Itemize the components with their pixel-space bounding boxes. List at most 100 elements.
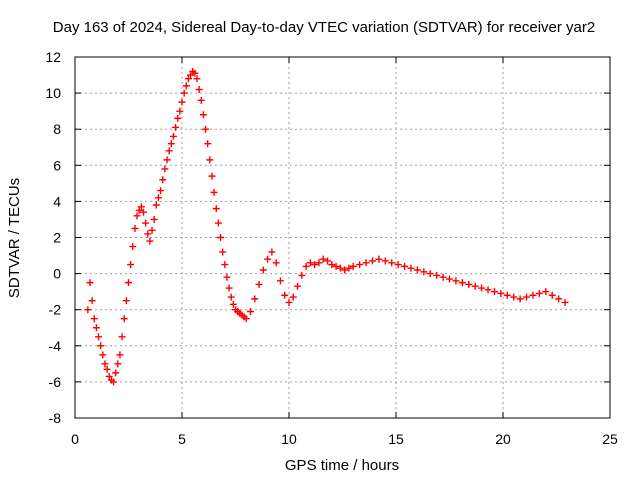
data-point	[110, 378, 118, 386]
data-point	[169, 132, 177, 140]
data-point	[439, 273, 447, 281]
data-point	[157, 187, 165, 195]
data-point	[146, 237, 154, 245]
data-point	[221, 261, 229, 269]
data-point	[116, 351, 124, 359]
data-point	[199, 111, 207, 119]
data-point	[210, 188, 218, 196]
data-point	[264, 255, 272, 263]
data-point	[223, 273, 231, 281]
data-point	[112, 369, 120, 377]
data-point	[105, 372, 113, 380]
data-point	[137, 203, 145, 211]
data-point	[99, 351, 107, 359]
data-point	[272, 259, 280, 267]
data-point	[523, 293, 531, 301]
data-point	[90, 315, 98, 323]
data-point	[127, 261, 135, 269]
data-point	[212, 205, 220, 213]
x-axis-label: GPS time / hours	[285, 457, 399, 474]
y-tick-label: 2	[53, 230, 61, 246]
data-point	[542, 288, 550, 296]
data-point	[289, 293, 297, 301]
data-point	[478, 284, 486, 292]
data-point	[324, 257, 332, 265]
data-point	[131, 224, 139, 232]
data-point	[328, 261, 336, 269]
data-point	[122, 297, 130, 305]
data-point	[214, 219, 222, 227]
data-point	[191, 69, 199, 77]
data-point	[375, 255, 383, 263]
tick-layer: 0 5 10 15 20 25 -8 -6 -4 -2 0 2 4 6 8 10 12	[45, 49, 618, 447]
data-point	[548, 291, 556, 299]
data-point	[174, 114, 182, 122]
data-point	[150, 215, 158, 223]
y-tick-label: -8	[49, 410, 62, 426]
data-point	[420, 268, 428, 276]
data-point	[219, 248, 227, 256]
data-point	[193, 75, 201, 83]
data-point	[142, 219, 150, 227]
data-point	[332, 262, 340, 270]
data-point	[388, 259, 396, 267]
data-point	[349, 262, 357, 270]
data-point	[535, 289, 543, 297]
data-point	[178, 98, 186, 106]
data-point	[208, 172, 216, 180]
x-tick-label: 5	[178, 431, 186, 447]
data-point	[129, 243, 137, 251]
data-point	[490, 288, 498, 296]
data-point	[255, 280, 263, 288]
data-point	[165, 147, 173, 155]
data-point	[315, 259, 323, 267]
data-point	[319, 255, 327, 263]
data-point	[446, 275, 453, 283]
data-point	[103, 365, 111, 373]
data-point	[202, 125, 210, 133]
data-point	[187, 71, 195, 79]
data-point	[285, 298, 293, 306]
data-point	[381, 257, 389, 265]
data-point	[161, 165, 169, 173]
data-point	[206, 156, 214, 164]
data-point	[114, 360, 122, 368]
x-tick-label: 25	[602, 431, 618, 447]
x-tick-label: 20	[495, 431, 511, 447]
data-point	[182, 82, 190, 90]
data-point	[336, 264, 344, 272]
x-tick-label: 10	[281, 431, 297, 447]
data-point	[426, 270, 434, 278]
data-point	[95, 333, 103, 341]
data-point	[148, 226, 156, 234]
marker-layer	[84, 67, 569, 386]
data-point	[139, 208, 147, 216]
data-point	[341, 266, 349, 274]
chart-title: Day 163 of 2024, Sidereal Day-to-day VTE…	[53, 19, 595, 36]
data-point	[97, 342, 105, 350]
data-point	[368, 257, 376, 265]
data-point	[144, 230, 152, 238]
data-point	[204, 140, 212, 148]
x-tick-label: 0	[71, 431, 79, 447]
data-point	[167, 140, 175, 148]
data-point	[152, 201, 160, 209]
data-point	[362, 259, 370, 267]
data-point	[281, 291, 289, 299]
data-point	[88, 297, 96, 305]
data-point	[225, 284, 233, 292]
data-point	[555, 295, 563, 303]
data-point	[302, 262, 310, 270]
data-point	[92, 324, 100, 332]
data-point	[311, 261, 319, 269]
data-point	[516, 295, 524, 303]
data-point	[259, 266, 267, 274]
data-point	[159, 176, 167, 184]
data-point	[246, 308, 254, 316]
y-tick-label: 0	[53, 266, 61, 282]
data-point	[561, 298, 569, 306]
y-tick-label: 4	[53, 193, 61, 209]
y-tick-label: 12	[45, 49, 61, 65]
data-point	[197, 96, 205, 104]
